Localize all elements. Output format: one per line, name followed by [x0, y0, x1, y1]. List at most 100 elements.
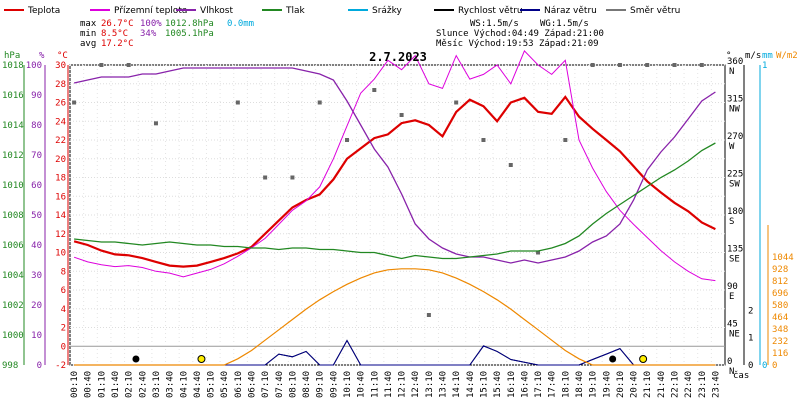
wind-direction-point	[372, 88, 377, 92]
x-tick-label: 05:40	[220, 371, 230, 398]
temperature-tick-label: 16	[55, 192, 66, 202]
x-tick-label: 04:10	[179, 371, 189, 398]
legend-label: Srážky	[372, 6, 403, 16]
wind-direction-point	[563, 138, 568, 142]
pressure-tick-label: 1016	[2, 91, 24, 101]
radiation-unit-label: W/m2	[776, 51, 798, 61]
wind-direction-point	[399, 113, 404, 117]
wind-direction-point	[590, 63, 595, 67]
direction-tick-value: 180	[727, 207, 743, 217]
wind-direction-point	[153, 121, 158, 126]
humidity-tick-label: 90	[31, 91, 42, 101]
stat-value: 1005.1hPa	[165, 29, 214, 39]
temperature-tick-label: 20	[55, 155, 66, 165]
temperature-tick-label: 28	[55, 80, 66, 90]
stat-moon: Měsíc Východ:19:53 Západ:21:09	[436, 39, 599, 49]
legend-label: Směr větru	[630, 6, 680, 16]
x-tick-label: 20:40	[630, 371, 640, 398]
radiation-tick-label: 348	[772, 325, 788, 335]
x-tick-label: 14:40	[466, 371, 476, 398]
chart-series	[72, 50, 716, 366]
pressure-tick-label: 1018	[2, 61, 24, 71]
x-tick-label: 07:40	[275, 371, 285, 398]
temperature-tick-label: 6	[61, 286, 66, 296]
temperature-tick-label: 30	[55, 61, 66, 71]
temperature-tick-label: -2	[55, 361, 66, 371]
wind-direction-point	[536, 250, 541, 255]
stat-value: 0.0mm	[227, 19, 254, 29]
pressure-tick-label: 1002	[2, 301, 24, 311]
temperature-tick-label: 22	[55, 136, 66, 146]
time-axis-label: čas	[733, 370, 749, 381]
moonrise-marker	[609, 355, 617, 363]
stat-ws: WS:1.5m/s	[470, 19, 519, 29]
wind-direction-point	[508, 163, 513, 167]
x-tick-label: 00:10	[70, 371, 80, 398]
pressure-tick-label: 1014	[2, 121, 24, 131]
wind-direction-point	[126, 63, 131, 67]
x-tick-label: 18:10	[561, 371, 571, 398]
wind-direction-point	[645, 63, 650, 67]
direction-tick-value: 315	[727, 95, 743, 105]
x-tick-label: 15:10	[479, 371, 489, 398]
series-sluneční-záření	[74, 268, 716, 366]
pressure-tick-label: 1004	[2, 271, 24, 281]
stat-value: 100%	[140, 19, 162, 29]
wind-direction-point	[235, 100, 240, 105]
x-tick-label: 01:40	[111, 371, 121, 398]
temperature-tick-label: 26	[55, 99, 66, 109]
legend-label: Tlak	[285, 6, 306, 16]
x-tick-label: 07:10	[261, 371, 271, 398]
humidity-tick-label: 70	[31, 151, 42, 161]
humidity-tick-label: 100	[26, 61, 42, 71]
sunrise-marker	[197, 355, 206, 363]
x-tick-label: 09:10	[316, 371, 326, 398]
humidity-tick-label: 30	[31, 271, 42, 281]
x-tick-label: 06:40	[247, 371, 257, 398]
x-tick-label: 11:10	[370, 371, 380, 398]
wind-direction-point	[426, 313, 431, 317]
legend-label: Přízemní teplota	[114, 6, 187, 16]
direction-tick-value: 225	[727, 170, 743, 180]
humidity-tick-label: 60	[31, 181, 42, 191]
sunset-marker	[639, 355, 648, 363]
humidity-tick-label: 80	[31, 121, 42, 131]
radiation-tick-label: 1044	[772, 253, 794, 263]
humidity-unit-label: %	[39, 51, 45, 61]
stat-value: min	[80, 29, 96, 39]
wind-direction-point	[699, 63, 704, 67]
wind-unit-label: m/s	[745, 51, 761, 61]
x-tick-label: 06:10	[234, 371, 244, 398]
x-tick-label: 13:10	[425, 371, 435, 398]
stat-value: avg	[80, 39, 96, 49]
x-tick-label: 18:40	[575, 371, 585, 398]
x-tick-label: 08:40	[302, 371, 312, 398]
direction-tick-name: W	[729, 142, 735, 152]
wind-direction-point	[99, 63, 104, 67]
x-tick-label: 22:40	[684, 371, 694, 398]
x-tick-label: 10:10	[343, 371, 353, 398]
x-tick-label: 01:10	[97, 371, 107, 398]
legend-label: Rychlost větru	[458, 6, 523, 16]
stat-value: max	[80, 19, 97, 29]
pressure-tick-label: 1010	[2, 181, 24, 191]
wind-direction-point	[290, 175, 295, 180]
chart-legend: Teplota Přízemní teplota Vlhkost Tlak Srážky…	[4, 6, 680, 16]
stat-value: 8.5°C	[101, 29, 128, 39]
series-náraz-větru	[74, 339, 716, 366]
radiation-tick-label: 696	[772, 289, 788, 299]
direction-tick-value: 45	[727, 320, 738, 330]
radiation-tick-label: 928	[772, 265, 788, 275]
stat-value: 34%	[140, 29, 157, 39]
x-tick-label: 12:40	[411, 371, 421, 398]
precip-unit-label: mm	[762, 51, 773, 61]
pressure-tick-label: 1000	[2, 331, 24, 341]
radiation-tick-label: 580	[772, 301, 788, 311]
x-tick-label: 22:10	[671, 371, 681, 398]
direction-tick-name: NW	[729, 105, 740, 115]
temperature-tick-label: 24	[55, 117, 66, 127]
x-tick-label: 04:40	[193, 371, 203, 398]
x-tick-label: 23:40	[711, 371, 721, 398]
temperature-unit-label: °C	[57, 51, 68, 61]
